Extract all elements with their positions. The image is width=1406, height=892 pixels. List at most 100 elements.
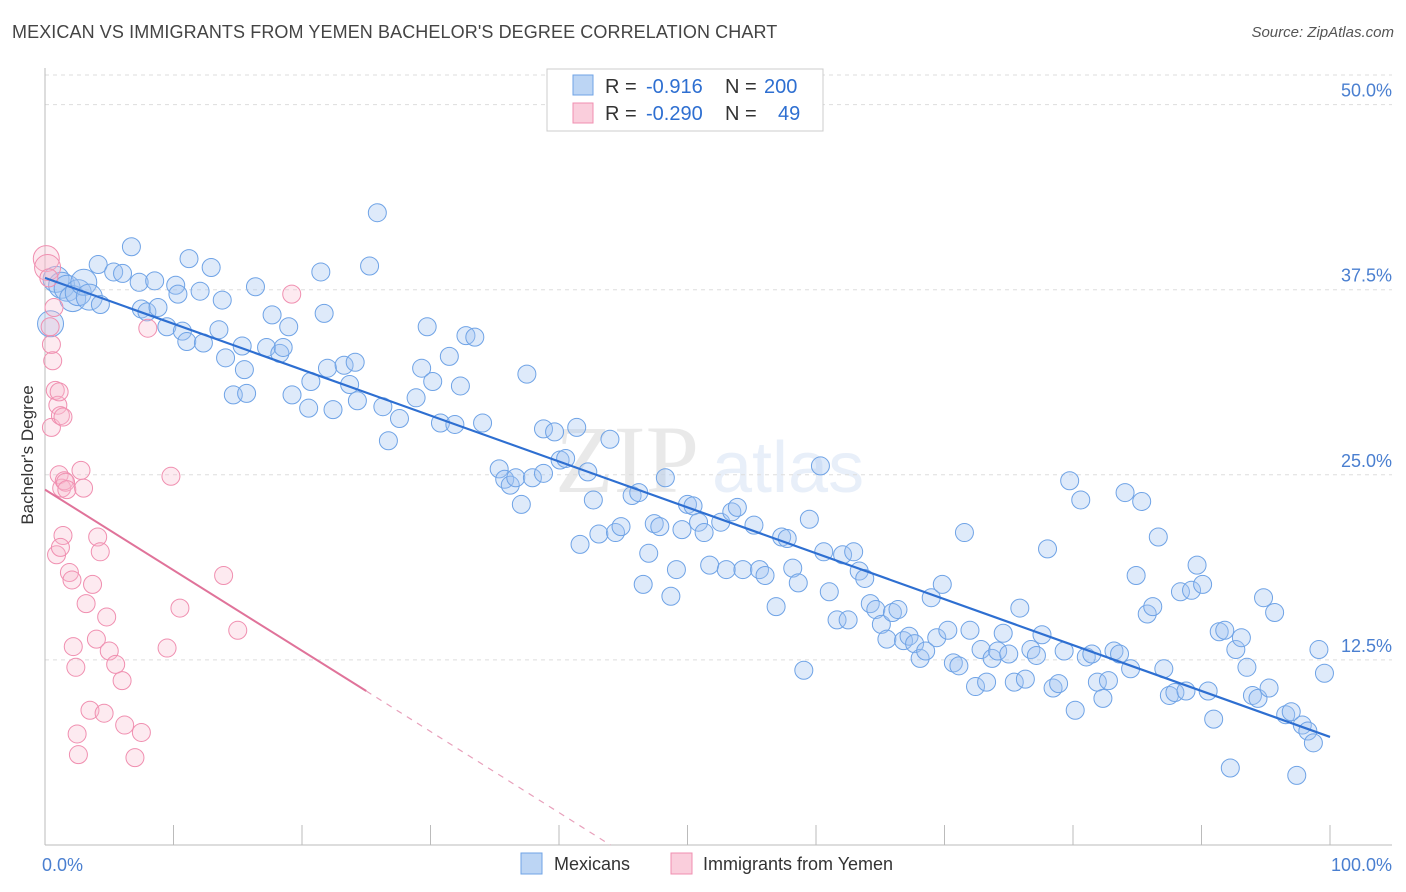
mex-point-128 [871,614,891,634]
yem-point-13 [53,407,73,427]
mex-point-155 [1021,640,1041,660]
yem-point-24 [66,657,86,677]
mex-point-192 [1226,640,1246,660]
mex-point-201 [1281,702,1301,722]
mex-point-134 [905,634,925,654]
mex-point-57 [412,358,432,378]
legend-r-value-1: -0.916 [646,76,703,98]
mex-point-96 [672,520,692,540]
mex-point-171 [1110,644,1130,664]
mex-point-185 [1187,555,1207,575]
mex-point-199 [1265,603,1285,623]
yem-point-34 [90,542,110,562]
yem-point-43 [138,318,158,338]
mex-point-197 [1254,588,1274,608]
legend-r-label-1: R = [605,76,637,98]
mex-point-119 [819,582,839,602]
legend-n-label-1: N = [725,76,757,98]
mex-point-59 [423,372,443,392]
bottom-legend-swatch-yemen [670,852,693,875]
y-axis-label: Bachelor's Degree [18,385,37,524]
mex-point-193 [1231,628,1251,648]
mex-point-151 [999,644,1019,664]
mex-point-101 [700,555,720,575]
mex-point-141 [943,653,963,673]
mex-point-100 [694,523,714,543]
mex-point-175 [1132,491,1152,511]
mex-point-113 [783,558,803,578]
mex-point-129 [877,629,897,649]
yem-point-33 [88,527,108,547]
mex-point-130 [882,603,902,623]
mex-point-79 [567,417,587,437]
mex-point-83 [589,524,609,544]
yem-point-39 [112,671,132,691]
mex-point-33 [237,383,257,403]
mex-point-55 [389,409,409,429]
yem-point-19 [53,526,73,546]
yem-point-25 [67,724,87,744]
mex-point-117 [810,456,830,476]
mex-point-152 [1004,672,1024,692]
mex-point-150 [993,623,1013,643]
legend-n-value-1: 200 [764,76,797,98]
y-tick-label-3: 50.0% [1341,81,1392,101]
bottom-legend-label-mexicans: Mexicans [554,854,630,874]
mex-point-12 [121,237,141,257]
mex-point-36 [262,305,282,325]
mex-point-198 [1259,678,1279,698]
mex-point-45 [317,358,337,378]
yem-point-30 [80,700,100,720]
mex-point-127 [866,600,886,620]
mex-point-11 [113,263,133,283]
mex-point-72 [517,364,537,384]
mex-point-66 [473,413,493,433]
mex-point-90 [639,543,659,563]
mex-point-56 [406,388,426,408]
mex-point-47 [334,355,354,375]
mex-point-106 [733,560,753,580]
mex-point-91 [644,514,664,534]
mex-point-94 [661,586,681,606]
yem-point-32 [86,629,106,649]
mex-point-26 [201,258,221,277]
mex-point-65 [465,327,485,347]
mex-point-205 [1303,733,1323,753]
mex-point-39 [279,317,299,337]
watermark-atlas: atlas [712,428,864,508]
mex-point-147 [977,672,997,692]
mex-point-92 [650,517,670,537]
trend-lines [44,276,1331,846]
mex-point-186 [1193,574,1213,594]
mex-point-58 [417,317,437,337]
mex-point-142 [949,656,969,676]
mex-point-207 [1314,663,1334,683]
mex-point-202 [1287,765,1307,785]
y-tick-label-0: 12.5% [1341,636,1392,656]
yem-point-42 [131,722,151,742]
mex-point-194 [1237,657,1257,677]
mex-point-190 [1215,620,1235,640]
mex-point-116 [799,509,819,529]
mex-point-27 [209,320,229,340]
mex-point-168 [1093,688,1113,708]
mex-point-131 [888,600,908,620]
yem-point-22 [62,570,82,590]
mex-point-75 [533,419,553,439]
legend-r-label-2: R = [605,103,637,125]
mex-point-34 [245,277,265,297]
yem-point-38 [106,654,126,674]
mex-point-138 [927,628,947,648]
mex-point-22 [177,332,197,352]
mex-point-178 [1148,527,1168,547]
mex-point-112 [777,528,797,548]
mex-point-143 [954,523,974,543]
mex-point-99 [689,512,709,532]
mex-point-163 [1065,700,1085,720]
mex-point-110 [766,597,786,617]
yem-point-46 [170,598,190,618]
yem-point-35 [94,703,114,723]
mex-point-191 [1220,758,1240,778]
yem-point-27 [71,460,91,480]
yem-point-0 [32,245,60,273]
